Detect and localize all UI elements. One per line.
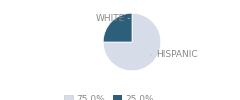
Wedge shape — [103, 13, 161, 71]
Text: HISPANIC: HISPANIC — [151, 50, 198, 60]
Wedge shape — [103, 13, 132, 42]
Text: WHITE: WHITE — [96, 14, 130, 23]
Legend: 75.0%, 25.0%: 75.0%, 25.0% — [60, 91, 157, 100]
